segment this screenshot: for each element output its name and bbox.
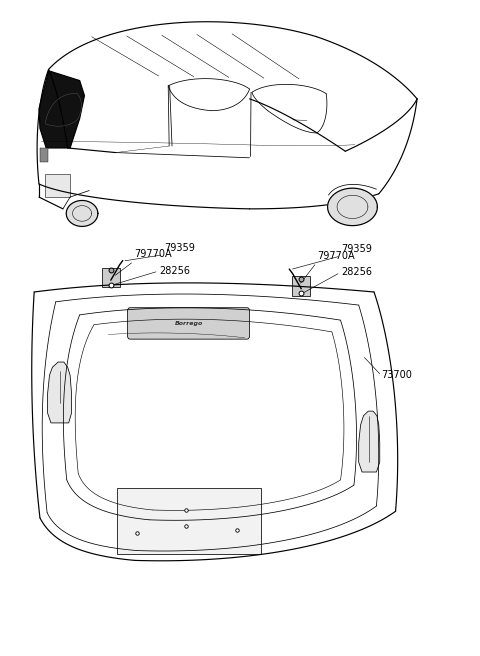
Text: 79770A: 79770A xyxy=(318,251,355,260)
Text: 79359: 79359 xyxy=(341,244,372,254)
FancyBboxPatch shape xyxy=(292,276,311,296)
Polygon shape xyxy=(39,71,84,148)
Text: Borrego: Borrego xyxy=(175,321,203,326)
FancyBboxPatch shape xyxy=(40,148,48,163)
Text: 28256: 28256 xyxy=(341,268,372,277)
Text: 28256: 28256 xyxy=(159,266,191,276)
FancyBboxPatch shape xyxy=(45,174,70,197)
Text: 73700: 73700 xyxy=(381,370,412,380)
FancyBboxPatch shape xyxy=(102,268,120,287)
Polygon shape xyxy=(359,411,380,472)
Text: 79770A: 79770A xyxy=(134,249,171,259)
Polygon shape xyxy=(66,201,98,226)
Polygon shape xyxy=(48,362,72,423)
Text: 79359: 79359 xyxy=(164,243,195,253)
FancyBboxPatch shape xyxy=(128,308,250,339)
FancyBboxPatch shape xyxy=(117,487,261,554)
Polygon shape xyxy=(328,188,377,226)
